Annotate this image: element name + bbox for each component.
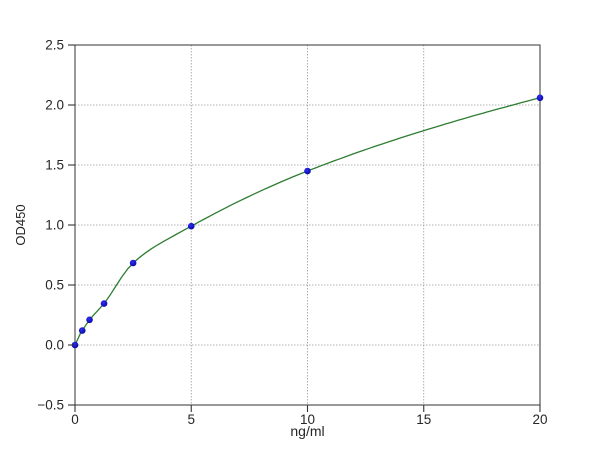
svg-text:0.0: 0.0: [45, 338, 64, 353]
svg-text:2.5: 2.5: [45, 38, 64, 53]
svg-text:1.5: 1.5: [45, 158, 64, 173]
svg-text:OD450: OD450: [13, 204, 28, 245]
svg-text:15: 15: [416, 412, 431, 427]
svg-text:2.0: 2.0: [45, 98, 64, 113]
svg-text:1.0: 1.0: [45, 218, 64, 233]
svg-text:ng/ml: ng/ml: [290, 423, 324, 439]
svg-text:20: 20: [532, 412, 547, 427]
svg-text:5: 5: [187, 412, 195, 427]
svg-text:0: 0: [71, 412, 79, 427]
svg-text:−0.5: −0.5: [37, 398, 64, 413]
svg-text:0.5: 0.5: [45, 278, 64, 293]
